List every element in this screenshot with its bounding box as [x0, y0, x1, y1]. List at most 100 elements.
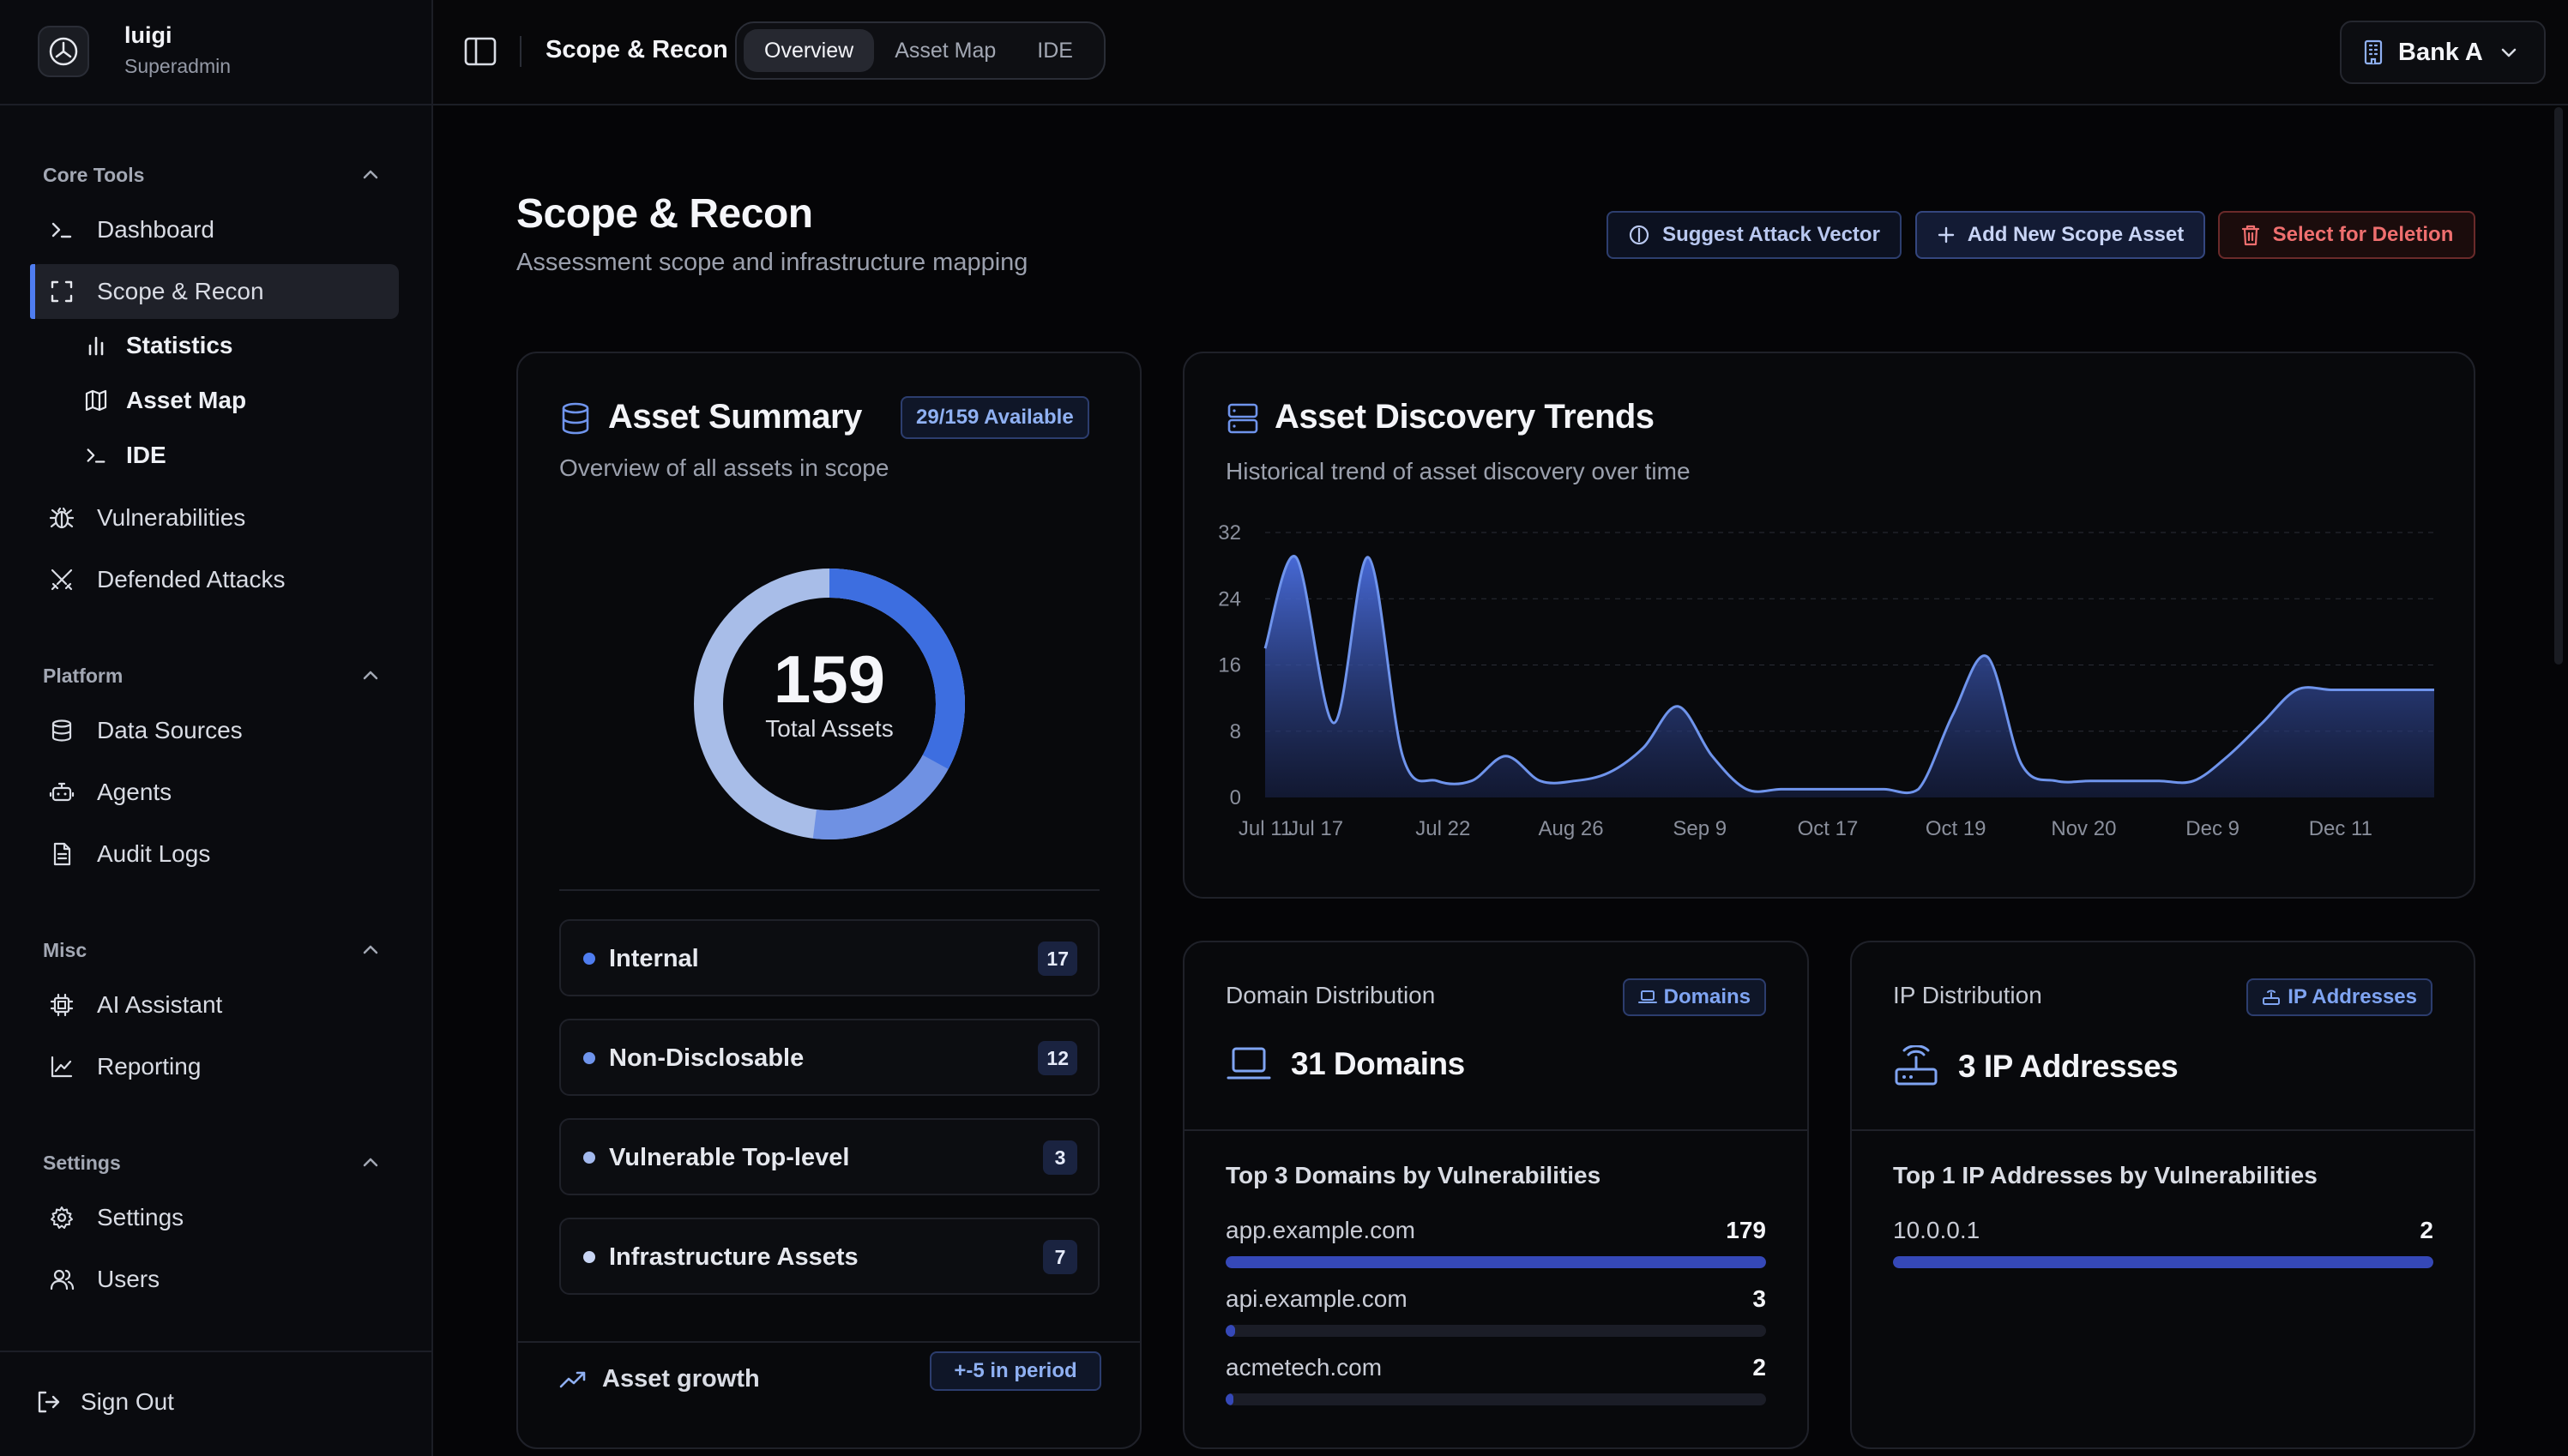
sidebar-item-label: Audit Logs — [97, 840, 211, 867]
top-ips-heading: Top 1 IP Addresses by Vulnerabilities — [1893, 1162, 2318, 1188]
asset-category-row[interactable]: Non-Disclosable 12 — [559, 1019, 1100, 1096]
chevron-up-icon[interactable] — [360, 940, 381, 960]
tab-asset-map[interactable]: Asset Map — [895, 38, 997, 63]
asset-growth: Asset growth — [559, 1365, 760, 1393]
ip-vuln-count: 2 — [2420, 1217, 2433, 1243]
divider — [518, 1341, 1140, 1343]
progress-fill — [1226, 1325, 1235, 1337]
sidebar-item-label: Users — [97, 1266, 160, 1292]
x-tick-label: Oct 17 — [1798, 817, 1859, 840]
x-tick-label: Nov 20 — [2051, 817, 2116, 840]
lightbulb-icon — [1628, 224, 1650, 246]
org-selector[interactable]: Bank A — [2340, 21, 2546, 84]
progress-track — [1226, 1393, 1766, 1405]
building-icon — [2364, 39, 2383, 65]
cpu-icon — [47, 990, 76, 1020]
button-label: Add New Scope Asset — [1967, 223, 2185, 246]
org-name: Bank A — [2398, 38, 2483, 66]
total-assets-value: 159 — [773, 641, 886, 717]
sidebar-item-agents[interactable]: Agents — [30, 765, 399, 820]
chevron-up-icon[interactable] — [360, 1152, 381, 1173]
sign-out-button[interactable]: Sign Out — [34, 1388, 174, 1416]
sidebar-item-label: Defended Attacks — [97, 566, 286, 593]
status-dot — [583, 953, 595, 965]
category-label: Internal — [609, 945, 699, 972]
ip-distribution-card: IP Distribution IP Addresses 3 IP Addres… — [1850, 941, 2475, 1449]
total-assets-label: Total Assets — [765, 715, 894, 742]
progress-track — [1226, 1256, 1766, 1268]
y-tick-label: 8 — [1230, 720, 1241, 743]
divider — [1185, 1129, 1807, 1131]
section-core-tools: Core Tools — [43, 164, 145, 186]
sidebar-item-ai-assistant[interactable]: AI Assistant — [30, 978, 399, 1032]
sidebar-item-vulnerabilities[interactable]: Vulnerabilities — [30, 490, 399, 545]
sidebar-item-data-sources[interactable]: Data Sources — [30, 703, 399, 758]
y-tick-label: 0 — [1230, 786, 1241, 809]
add-scope-asset-button[interactable]: Add New Scope Asset — [1915, 211, 2205, 259]
select-for-deletion-button[interactable]: Select for Deletion — [2218, 211, 2475, 259]
gear-icon — [47, 1203, 76, 1232]
sidebar-item-label: Dashboard — [97, 216, 214, 243]
domains-badge: Domains — [1622, 978, 1766, 1016]
bug-icon — [47, 503, 76, 532]
sidebar-toggle-icon[interactable] — [463, 36, 497, 67]
progress-fill — [1226, 1256, 1766, 1268]
laptop-icon — [1227, 1047, 1271, 1080]
ip-address: 10.0.0.1 — [1893, 1217, 1980, 1243]
section-platform: Platform — [43, 665, 124, 687]
chevron-up-icon[interactable] — [360, 165, 381, 185]
section-settings: Settings — [43, 1152, 121, 1174]
sidebar-item-defended-attacks[interactable]: Defended Attacks — [30, 552, 399, 607]
x-tick-label: Aug 26 — [1538, 817, 1603, 840]
asset-category-row[interactable]: Internal 17 — [559, 919, 1100, 996]
server-icon — [1227, 403, 1258, 434]
series-area — [1265, 556, 2434, 797]
plus-icon — [1937, 226, 1956, 244]
ip-count-label: 3 IP Addresses — [1958, 1049, 2179, 1084]
chevron-up-icon[interactable] — [360, 665, 381, 686]
log-out-icon — [38, 1391, 60, 1413]
sidebar-item-asset-map[interactable]: Asset Map — [30, 373, 399, 428]
sidebar-item-reporting[interactable]: Reporting — [30, 1039, 399, 1094]
category-count: 7 — [1043, 1240, 1077, 1274]
domain-vuln-count: 2 — [1752, 1354, 1766, 1381]
scrollbar[interactable] — [2554, 107, 2563, 665]
sidebar-item-scope-recon[interactable]: Scope & Recon — [30, 264, 399, 319]
category-count: 3 — [1043, 1140, 1077, 1175]
tab-ide[interactable]: IDE — [1037, 38, 1073, 63]
laptop-icon — [1637, 990, 1657, 1005]
sidebar-item-ide[interactable]: IDE — [30, 428, 399, 483]
asset-growth-badge: +-5 in period — [930, 1351, 1101, 1391]
database-icon — [562, 402, 589, 435]
sidebar: luigi Superadmin Core Tools Dashboard Sc… — [0, 0, 433, 1456]
sidebar-item-label: Asset Map — [126, 387, 247, 413]
bot-icon — [47, 778, 76, 807]
sidebar-item-dashboard[interactable]: Dashboard — [30, 202, 399, 257]
sidebar-item-audit-logs[interactable]: Audit Logs — [30, 827, 399, 881]
sidebar-item-settings[interactable]: Settings — [30, 1190, 399, 1245]
suggest-attack-vector-button[interactable]: Suggest Attack Vector — [1607, 211, 1902, 259]
scan-icon — [47, 277, 76, 306]
sidebar-item-statistics[interactable]: Statistics — [30, 318, 399, 373]
category-label: Infrastructure Assets — [609, 1243, 859, 1271]
x-tick-label: Dec 11 — [2309, 817, 2372, 840]
status-dot — [583, 1152, 595, 1164]
user-profile[interactable]: luigi Superadmin — [0, 0, 433, 105]
asset-category-row[interactable]: Infrastructure Assets 7 — [559, 1218, 1100, 1295]
sidebar-item-label: Reporting — [97, 1053, 202, 1080]
trash-icon — [2240, 224, 2261, 246]
status-dot — [583, 1052, 595, 1064]
badge-label: Domains — [1663, 985, 1751, 1008]
users-icon — [47, 1265, 76, 1294]
topbar: Scope & Recon Overview Asset Map IDE Ban… — [433, 0, 2568, 105]
x-tick-label: Jul 17 — [1288, 817, 1343, 840]
asset-category-row[interactable]: Vulnerable Top-level 3 — [559, 1118, 1100, 1195]
sidebar-item-users[interactable]: Users — [30, 1252, 399, 1307]
top-domains-heading: Top 3 Domains by Vulnerabilities — [1226, 1162, 1601, 1188]
ip-distribution-heading: IP Distribution — [1893, 982, 2042, 1008]
asset-summary-card: Asset Summary 29/159 Available Overview … — [516, 352, 1142, 1449]
router-icon — [2262, 989, 2281, 1006]
tab-overview[interactable]: Overview — [744, 29, 875, 72]
sidebar-item-label: Agents — [97, 779, 172, 805]
